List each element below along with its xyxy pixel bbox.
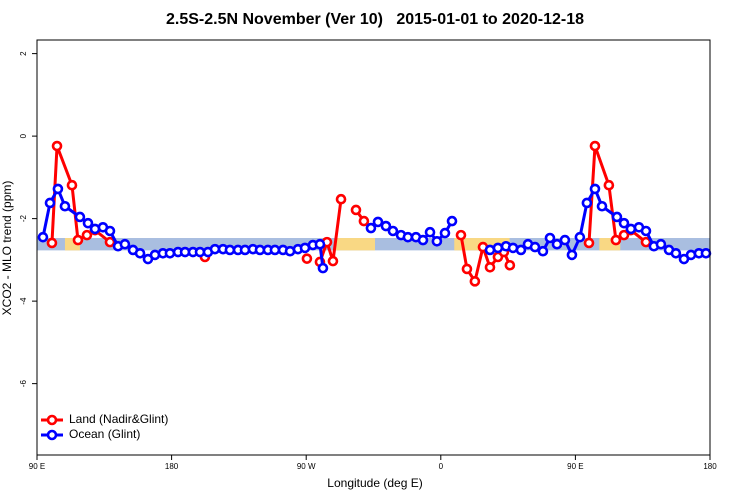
series-line <box>318 199 343 263</box>
x-tick-label: 90 E <box>29 462 45 471</box>
series-point <box>164 247 176 259</box>
series-point <box>551 238 563 250</box>
series-point <box>559 234 571 246</box>
series-point <box>66 179 78 191</box>
series-point <box>670 247 682 259</box>
x-tick-label: 90 E <box>567 462 583 471</box>
series-point <box>335 193 347 205</box>
plot-frame <box>36 39 711 456</box>
series-point <box>610 234 622 246</box>
series-point <box>417 234 429 246</box>
series-point <box>446 215 458 227</box>
series-point <box>611 211 623 223</box>
series-point <box>51 140 63 152</box>
series-point <box>44 197 56 209</box>
series-point <box>301 253 313 264</box>
series-point <box>59 200 71 212</box>
series-point <box>74 211 86 223</box>
land-band <box>334 238 375 251</box>
series-point <box>504 259 516 271</box>
x-axis-label: Longitude (deg E) <box>327 476 422 490</box>
series-point <box>700 247 712 259</box>
y-tick-label: -4 <box>19 297 28 305</box>
series-point <box>492 242 504 254</box>
series-point <box>469 276 481 287</box>
series-point <box>365 222 377 234</box>
series-point <box>439 227 451 239</box>
series-point <box>544 232 556 244</box>
series-point <box>618 229 630 241</box>
series-point <box>640 236 652 248</box>
series-point <box>37 231 49 243</box>
series-point <box>583 237 595 249</box>
series-point <box>515 244 527 256</box>
series-point <box>387 225 399 237</box>
series-point <box>380 220 392 232</box>
series-point <box>625 223 637 235</box>
series-point <box>640 225 652 237</box>
y-tick-label: 0 <box>19 133 28 138</box>
series-point <box>529 241 541 253</box>
series-point <box>596 200 608 212</box>
series-point <box>589 140 601 152</box>
x-tick-label: 180 <box>165 462 179 471</box>
chart-title: 2.5S-2.5N November (Ver 10) 2015-01-01 t… <box>166 11 584 28</box>
y-tick-label: -6 <box>19 380 28 388</box>
x-tick-label: 90 W <box>297 462 316 471</box>
series-point <box>655 238 667 250</box>
series-point <box>566 249 578 261</box>
series-point <box>119 238 131 250</box>
series-point <box>317 262 329 274</box>
series-point <box>431 236 443 247</box>
series-point <box>358 215 370 227</box>
series-point <box>603 179 615 191</box>
series-point <box>314 238 326 250</box>
y-axis-label: XCO2 - MLO trend (ppm) <box>0 181 14 316</box>
series-point <box>327 255 339 267</box>
series-point <box>424 226 436 238</box>
series-point <box>104 236 116 248</box>
series-point <box>81 229 93 241</box>
series-point <box>46 237 58 249</box>
series-point <box>455 229 467 241</box>
series-point <box>350 204 362 216</box>
series-point <box>134 247 146 259</box>
series-point <box>618 217 630 229</box>
series-point <box>461 263 473 275</box>
y-tick-label: 2 <box>19 51 28 56</box>
legend-label: Land (Nadir&Glint) <box>69 412 168 426</box>
legend-marker <box>46 414 58 426</box>
series-point <box>537 245 549 257</box>
series-point <box>82 217 94 229</box>
series-point <box>372 216 384 228</box>
series-point <box>484 262 496 273</box>
y-tick-label: -2 <box>19 215 28 223</box>
legend-marker <box>46 429 58 441</box>
x-tick-label: 0 <box>439 462 444 471</box>
x-tick-label: 180 <box>703 462 717 471</box>
series-point <box>581 197 593 209</box>
series-point <box>104 225 116 237</box>
series-point <box>574 231 586 243</box>
legend-label: Ocean (Glint) <box>69 427 140 441</box>
series-point <box>72 234 84 246</box>
series-point <box>52 183 64 195</box>
series-point <box>589 183 601 195</box>
